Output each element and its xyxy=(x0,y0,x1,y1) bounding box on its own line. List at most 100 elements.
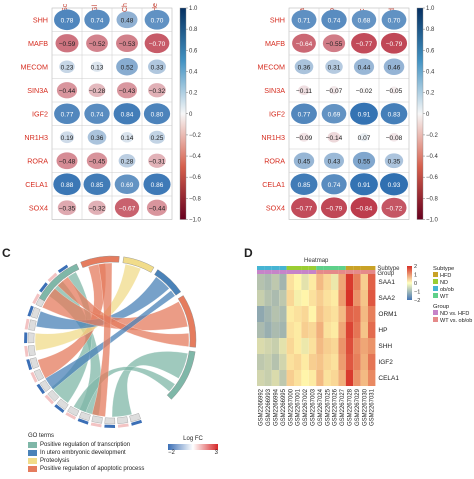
subtype-legend-label: ND xyxy=(440,280,448,286)
correlation-ellipse xyxy=(381,197,407,218)
subtype-legend-title: Subtype xyxy=(433,266,454,272)
correlation-value: −0.14 xyxy=(326,135,343,142)
correlation-value: 0.70 xyxy=(388,17,401,24)
heatmap-cell xyxy=(279,354,287,370)
sample-label: GSM2267027 xyxy=(340,388,346,426)
sample-label: GSM2266995 xyxy=(281,388,287,426)
correlation-value: −0.77 xyxy=(296,205,313,212)
heatmap-cell xyxy=(353,322,361,338)
correlation-value: −0.05 xyxy=(386,88,403,95)
correlation-value: 0.85 xyxy=(91,182,104,189)
gene-arc xyxy=(56,398,69,410)
correlation-value: −0.77 xyxy=(356,41,373,48)
correlation-value: 0.77 xyxy=(298,111,311,118)
heatmap-cell xyxy=(294,354,302,370)
correlation-value: 0.88 xyxy=(61,182,74,189)
gene-arc xyxy=(129,413,141,423)
heatmap-cell xyxy=(323,338,331,354)
heatmap-cell xyxy=(301,370,309,386)
colorbar-tick-label: −0.8 xyxy=(189,196,202,202)
correlation-ellipse xyxy=(379,173,409,196)
correlation-ellipse xyxy=(57,200,77,216)
correlation-matrix-left: Sc Gl Ch He SHH 0.78 0.74 0.48 0.70 MAFB −0.59 −0.5… xyxy=(20,3,202,224)
heatmap-cell xyxy=(323,274,331,290)
heatmap-cell xyxy=(331,354,339,370)
gene-label: SOX4 xyxy=(266,203,285,212)
correlation-value: −0.53 xyxy=(119,41,136,48)
group-cell xyxy=(353,270,361,274)
correlation-ellipse xyxy=(384,153,404,169)
go-term-row: In utero embryonic development xyxy=(28,449,144,457)
heatmap-cell xyxy=(338,274,346,290)
heatmap-cell xyxy=(286,370,294,386)
correlation-ellipse xyxy=(86,152,108,169)
correlation-ellipse xyxy=(116,11,138,29)
heatmap-cell xyxy=(368,354,376,370)
correlation-value: −0.52 xyxy=(89,41,106,48)
logfc-tick xyxy=(24,345,29,357)
correlation-value: −0.55 xyxy=(326,41,343,48)
correlation-value: 0.80 xyxy=(151,111,164,118)
scale-tick-label: 1 xyxy=(414,273,417,279)
gene-label: RORA xyxy=(27,156,48,165)
subtype-cell xyxy=(353,266,361,270)
subtype-cell xyxy=(271,266,280,270)
gene-label: CELA1 xyxy=(25,180,48,189)
go-term-row: Proteolysis xyxy=(28,457,144,465)
gene-arc xyxy=(27,345,36,357)
logfc-tick xyxy=(36,383,46,395)
logfc-tick xyxy=(27,305,34,317)
logfc-legend: Log FC −2 3 xyxy=(168,436,218,456)
correlation-value: −0.84 xyxy=(356,205,373,212)
column-label: c xyxy=(359,8,366,12)
logfc-tick xyxy=(57,264,69,274)
correlation-value: 0.69 xyxy=(328,111,341,118)
group-annotation-label: Group xyxy=(377,271,394,277)
gene-label: SIN3A xyxy=(264,86,285,95)
group-cell xyxy=(338,270,346,274)
correlation-ellipse xyxy=(116,34,138,53)
heatmap-cell xyxy=(279,338,287,354)
heatmap-cell xyxy=(257,274,265,290)
go-term-row: Positive regulation of apoptotic process xyxy=(28,465,144,473)
correlation-value: 0.70 xyxy=(151,17,164,24)
heatmap-cell xyxy=(301,290,309,306)
colorbar-tick-label: 0.2 xyxy=(426,91,435,97)
correlation-ellipse xyxy=(54,103,80,125)
group-cell xyxy=(294,270,302,274)
chord-ribbon xyxy=(42,288,189,331)
correlation-value: −0.64 xyxy=(296,41,313,48)
heatmap-cell xyxy=(338,354,346,370)
heatmap-cell xyxy=(257,354,265,370)
gene-label: RORA xyxy=(264,156,285,165)
heatmap-cell xyxy=(316,290,324,306)
heatmap-row-label: SAA1 xyxy=(378,279,395,286)
heatmap-cell xyxy=(257,290,265,306)
heatmap-cell xyxy=(353,370,361,386)
gene-arc xyxy=(39,379,51,392)
colorbar-tick-label: 0.4 xyxy=(426,69,435,75)
group-cell xyxy=(279,270,287,274)
heatmap-cell xyxy=(264,370,272,386)
heatmap-cell xyxy=(264,274,272,290)
correlation-ellipse xyxy=(350,102,378,125)
correlation-value: −0.08 xyxy=(386,135,403,142)
correlation-ellipse xyxy=(291,9,317,30)
gene-arc xyxy=(33,368,45,381)
heatmap-cell xyxy=(368,290,376,306)
go-term-label: In utero embryonic development xyxy=(40,450,126,456)
correlation-value: 0.14 xyxy=(121,135,134,142)
heatmap-cell xyxy=(308,370,317,386)
correlation-ellipse xyxy=(292,33,316,53)
group-cell xyxy=(316,270,324,274)
correlation-value: −0.28 xyxy=(89,88,106,95)
correlation-value: 0.71 xyxy=(298,17,311,24)
sample-label: GSM2267025 xyxy=(325,388,331,426)
sample-label: GSM2267024 xyxy=(318,388,324,426)
panel-letter-d: D xyxy=(244,246,253,260)
gene-label: MECOM xyxy=(257,62,285,71)
heatmap-cell xyxy=(294,274,302,290)
sample-label: GSM2267001 xyxy=(296,388,302,426)
logfc-min: −2 xyxy=(168,450,175,456)
heatmap-cell xyxy=(308,274,317,290)
